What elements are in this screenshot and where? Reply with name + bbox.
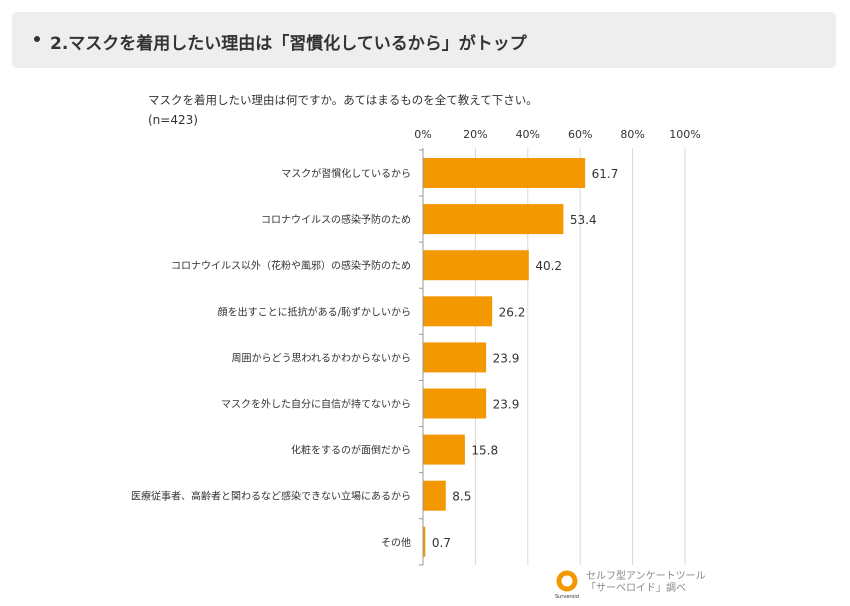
data-label: 26.2 — [499, 305, 526, 319]
bar — [423, 526, 426, 557]
category-label: コロナウイルス以外（花粉や風邪）の感染予防のため — [171, 259, 411, 272]
data-label: 40.2 — [535, 259, 562, 273]
data-label: 61.7 — [592, 167, 619, 181]
bar — [423, 342, 487, 373]
data-label: 23.9 — [493, 351, 520, 365]
bar — [423, 434, 465, 465]
source-note: セルフ型アンケートツール 「サーベロイド」調べ — [586, 571, 706, 595]
bar — [423, 158, 586, 188]
category-label: 顔を出すことに抵抗がある/恥ずかしいから — [218, 305, 411, 318]
bar — [423, 250, 529, 281]
data-label: 15.8 — [471, 444, 498, 458]
chart-subtitle: (n=423) — [148, 113, 198, 127]
data-label: 53.4 — [570, 213, 597, 227]
section-header: 2.マスクを着用したい理由は「習慣化しているから」がトップ — [12, 12, 836, 68]
bar — [423, 480, 446, 511]
bar — [423, 204, 564, 235]
chart-title: マスクを着用したい理由は何ですか。あてはまるものを全て教えて下さい。 — [148, 93, 538, 107]
bullet-icon — [34, 36, 40, 42]
category-label: 周囲からどう思われるかわからないから — [232, 352, 412, 364]
source-line-2: 「サーベロイド」調べ — [586, 583, 686, 594]
logo-text: Surveroid — [555, 594, 579, 600]
bar — [423, 388, 487, 419]
bar — [423, 296, 493, 327]
data-label: 23.9 — [493, 398, 520, 412]
category-label: マスクが習慣化しているから — [281, 167, 411, 180]
data-label: 0.7 — [432, 536, 451, 550]
category-label: 化粧をするのが面倒だから — [291, 444, 411, 457]
surveroid-logo-icon: Surveroid — [555, 570, 579, 600]
x-tick-label: 40% — [516, 128, 540, 141]
category-label: その他 — [381, 536, 411, 549]
category-label: マスクを外した自分に自信が持てないから — [221, 398, 411, 411]
x-tick-label: 0% — [414, 128, 431, 141]
x-tick-label: 20% — [463, 128, 487, 141]
source-line-1: セルフ型アンケートツール — [586, 571, 706, 582]
x-tick-label: 80% — [620, 128, 644, 141]
x-tick-label: 60% — [568, 128, 592, 141]
category-label: コロナウイルスの感染予防のため — [261, 213, 411, 226]
x-tick-label: 100% — [669, 128, 700, 141]
category-label: 医療従事者、高齢者と関わるなど感染できない立場にあるから — [131, 490, 411, 503]
data-label: 8.5 — [452, 490, 471, 504]
section-title: 2.マスクを着用したい理由は「習慣化しているから」がトップ — [50, 34, 527, 54]
